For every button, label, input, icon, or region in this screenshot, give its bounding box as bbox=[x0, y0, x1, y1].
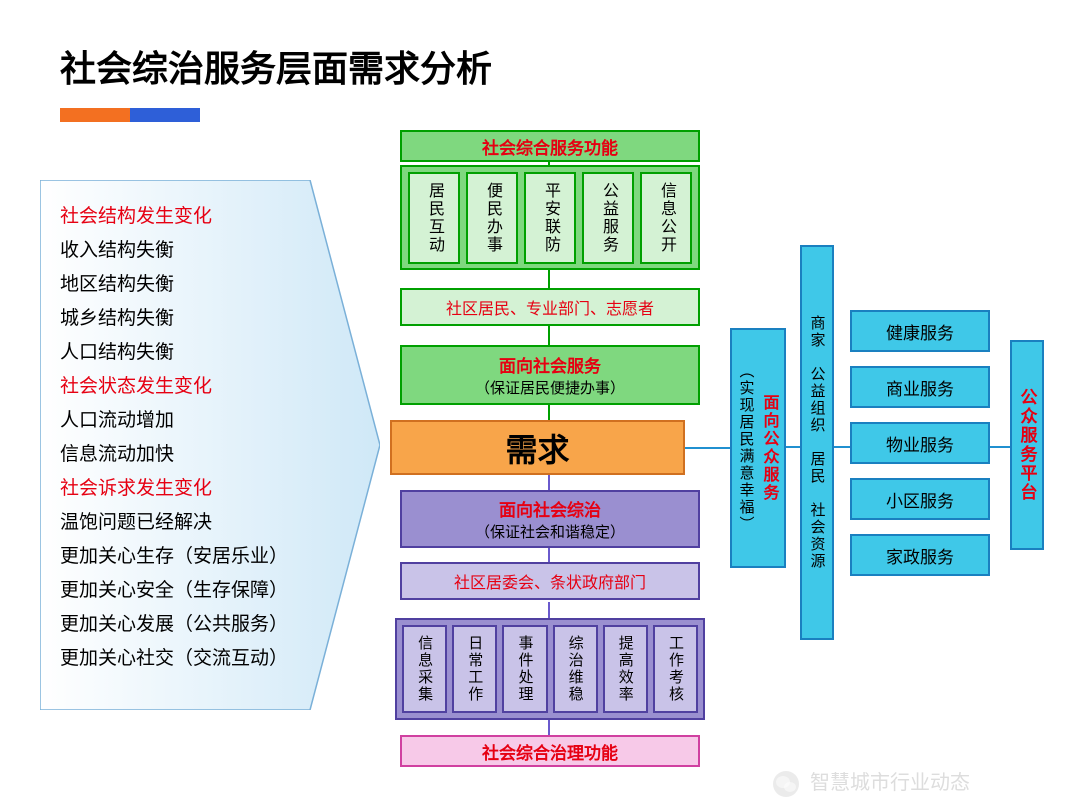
bottom-actor-box: 社区居委会、条状政府部门 bbox=[400, 562, 700, 600]
bottom-item: 信息采集 bbox=[402, 625, 447, 713]
left-list-item: 温饱问题已经解决 bbox=[60, 506, 320, 540]
right-service-item: 商业服务 bbox=[850, 366, 990, 408]
left-list-item: 更加关心发展（公共服务） bbox=[60, 608, 320, 642]
bottom-item: 日常工作 bbox=[452, 625, 497, 713]
left-list-item: 地区结构失衡 bbox=[60, 268, 320, 302]
right-service-item: 物业服务 bbox=[850, 422, 990, 464]
left-list-item: 更加关心安全（生存保障） bbox=[60, 574, 320, 608]
left-list-item: 社会状态发生变化 bbox=[60, 370, 320, 404]
right-service-item: 小区服务 bbox=[850, 478, 990, 520]
public-service-box: （实现居民满意幸福） 面向公众服务 bbox=[730, 328, 786, 568]
governance-box: 面向社会综治 （保证社会和谐稳定） bbox=[400, 490, 700, 548]
left-list-item: 社会结构发生变化 bbox=[60, 200, 320, 234]
left-list: 社会结构发生变化收入结构失衡地区结构失衡城乡结构失衡人口结构失衡社会状态发生变化… bbox=[60, 200, 320, 676]
left-list-item: 社会诉求发生变化 bbox=[60, 472, 320, 506]
accent-bars bbox=[60, 108, 200, 122]
left-list-item: 人口结构失衡 bbox=[60, 336, 320, 370]
wechat-icon bbox=[772, 770, 800, 798]
top-item: 信息公开 bbox=[640, 172, 692, 264]
top-actor-box: 社区居民、专业部门、志愿者 bbox=[400, 288, 700, 326]
right-service-item: 健康服务 bbox=[850, 310, 990, 352]
center-box: 需求 bbox=[390, 420, 685, 475]
top-item: 便民办事 bbox=[466, 172, 518, 264]
left-list-item: 更加关心生存（安居乐业） bbox=[60, 540, 320, 574]
page-title: 社会综治服务层面需求分析 bbox=[60, 40, 492, 92]
bottom-item: 提高效率 bbox=[603, 625, 648, 713]
top-item: 居民互动 bbox=[408, 172, 460, 264]
platform-box: 公众服务平台 bbox=[1010, 340, 1044, 550]
bottom-item: 事件处理 bbox=[502, 625, 547, 713]
left-list-item: 城乡结构失衡 bbox=[60, 302, 320, 336]
right-actors-box: 商家 公益组织 居民 社会资源 bbox=[800, 245, 834, 640]
bottom-function-box: 社会综合治理功能 bbox=[400, 735, 700, 767]
top-item: 平安联防 bbox=[524, 172, 576, 264]
top-item: 公益服务 bbox=[582, 172, 634, 264]
footer-text: 智慧城市行业动态 bbox=[810, 766, 970, 795]
bottom-item: 综治维稳 bbox=[553, 625, 598, 713]
service-box: 面向社会服务 （保证居民便捷办事） bbox=[400, 345, 700, 405]
right-service-item: 家政服务 bbox=[850, 534, 990, 576]
top-function-box: 社会综合服务功能 bbox=[400, 130, 700, 162]
left-list-item: 更加关心社交（交流互动） bbox=[60, 642, 320, 676]
bottom-item: 工作考核 bbox=[653, 625, 698, 713]
left-list-item: 信息流动加快 bbox=[60, 438, 320, 472]
left-list-item: 收入结构失衡 bbox=[60, 234, 320, 268]
left-list-item: 人口流动增加 bbox=[60, 404, 320, 438]
